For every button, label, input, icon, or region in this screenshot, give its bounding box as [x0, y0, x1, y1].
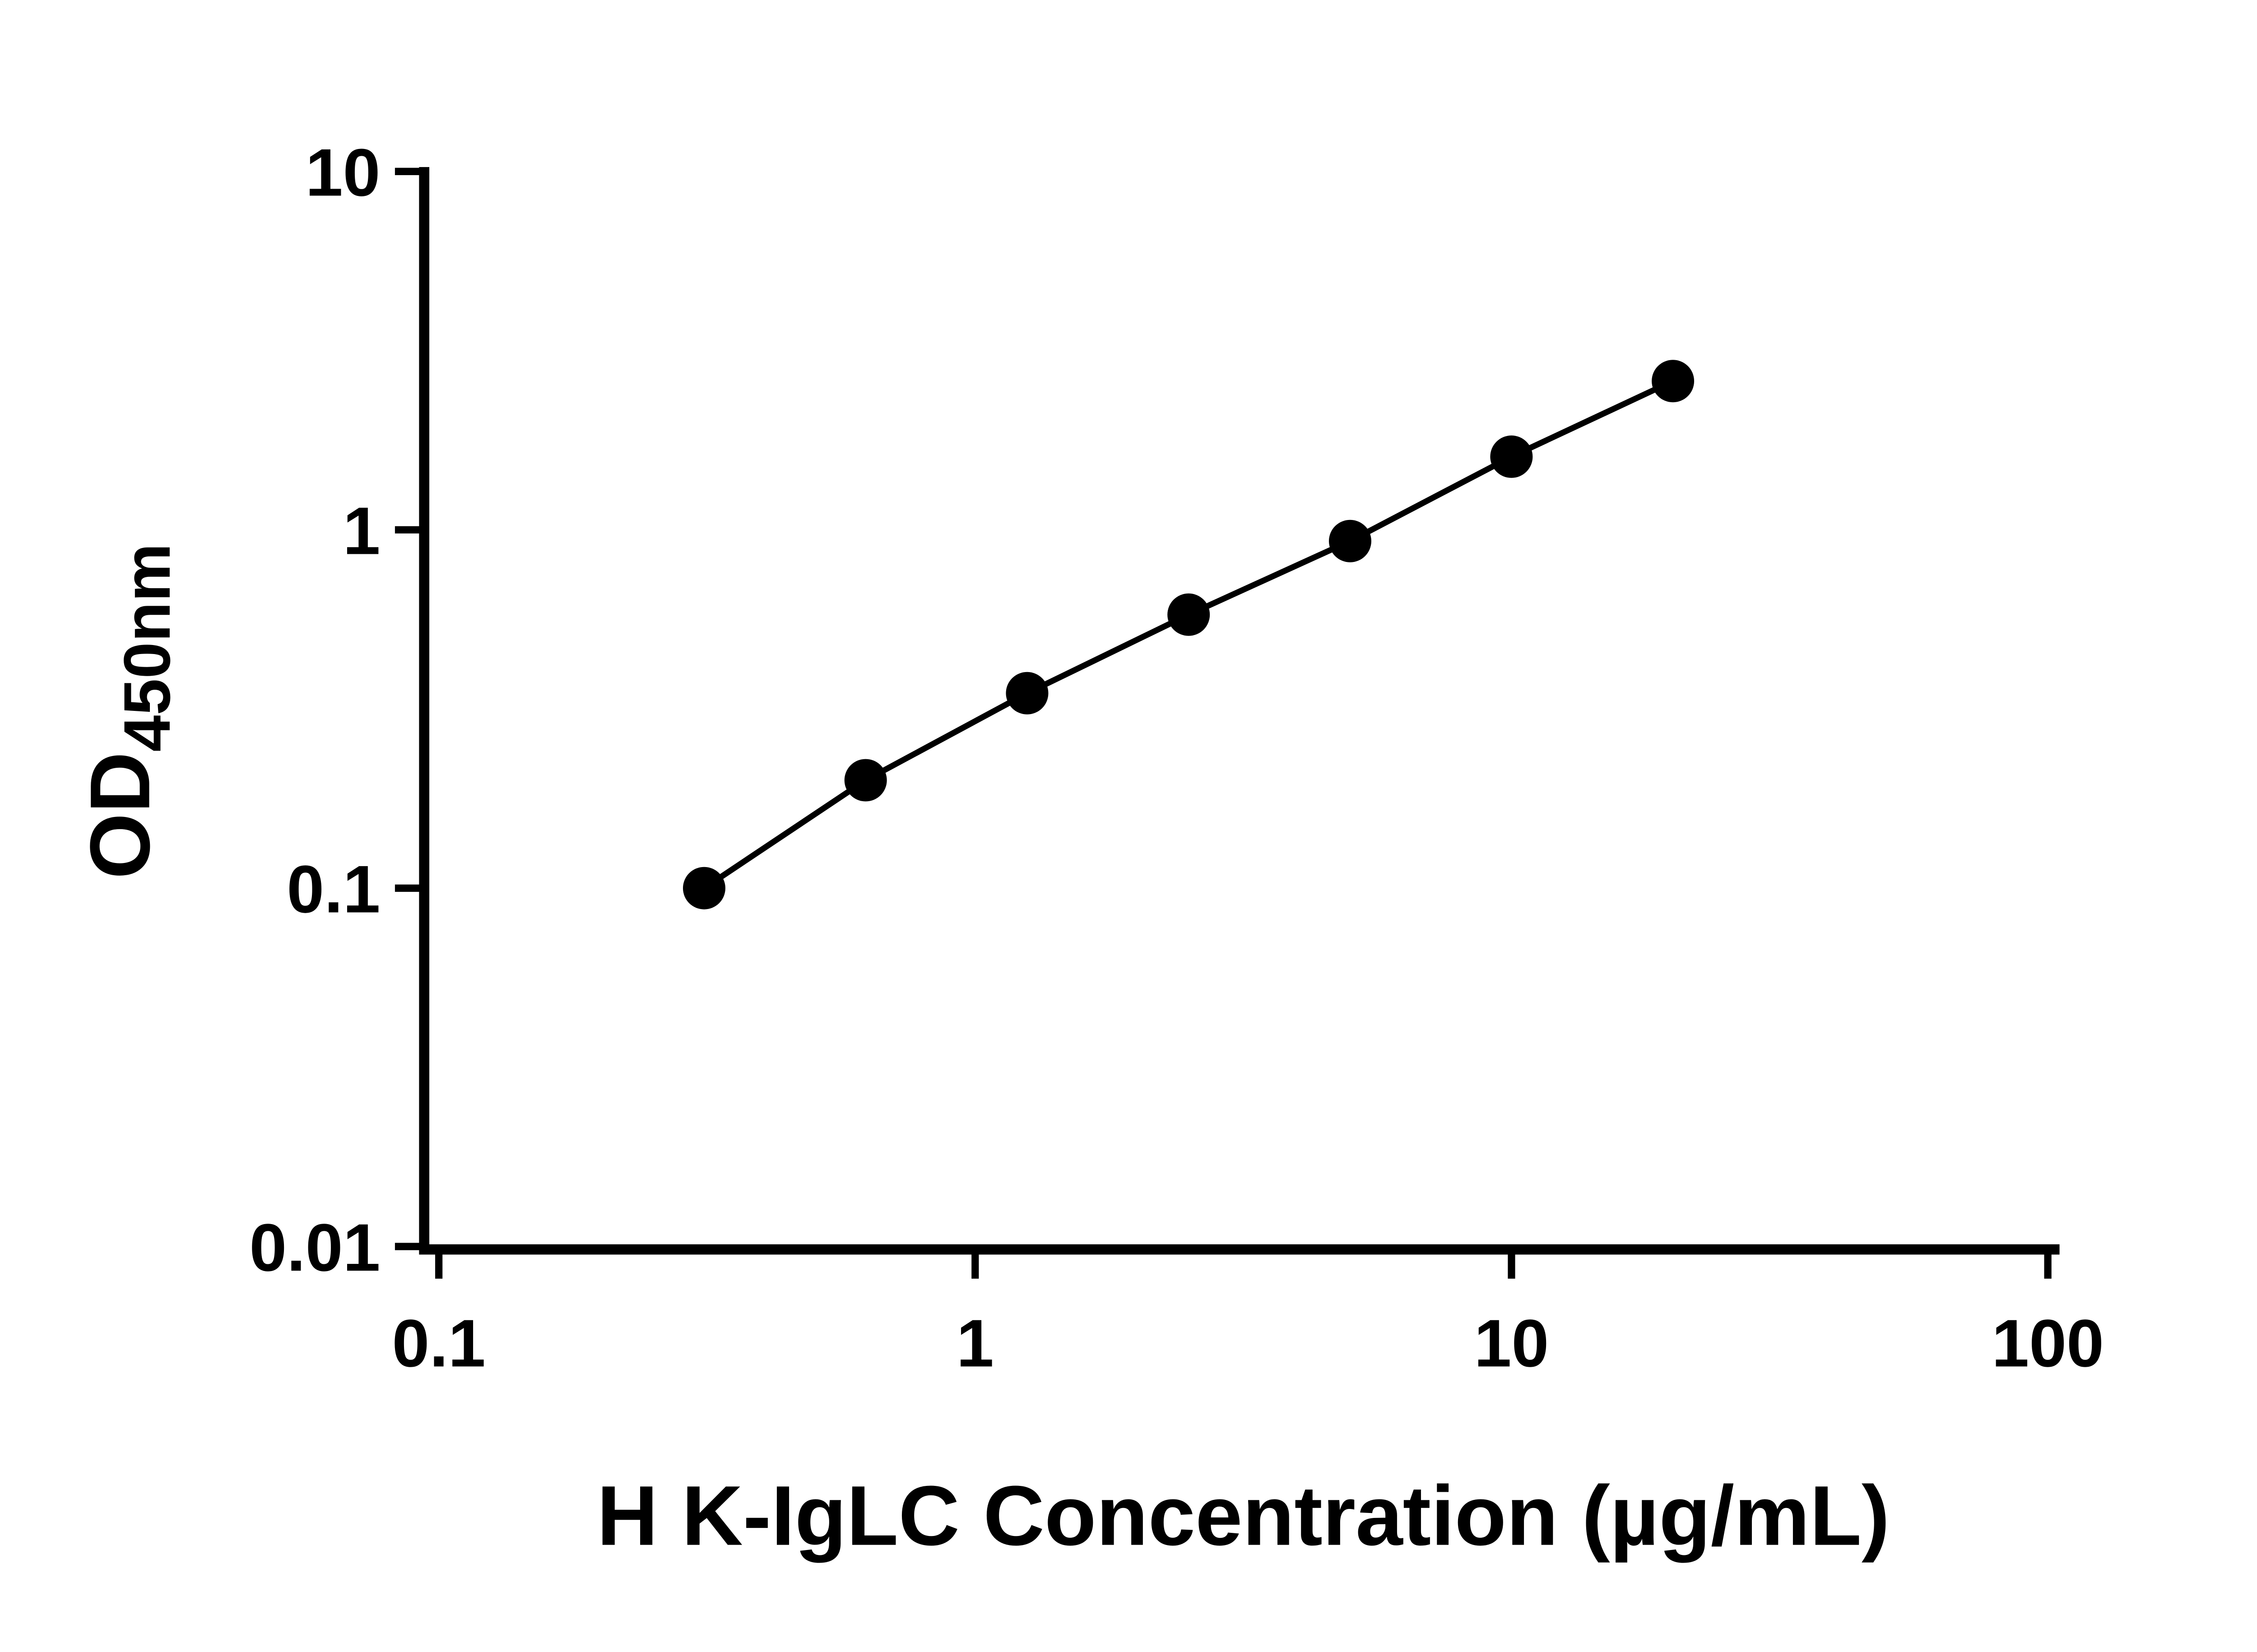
x-tick-label: 1 [957, 1305, 994, 1381]
y-axis-title-sub: 450nm [110, 543, 184, 752]
data-point-3 [1167, 593, 1210, 636]
y-axis-title-main: OD [73, 752, 167, 879]
x-tick-label: 10 [1474, 1305, 1549, 1381]
data-point-6 [1652, 360, 1695, 403]
data-point-2 [1006, 672, 1049, 715]
y-tick-label: 10 [306, 135, 381, 210]
data-point-1 [844, 759, 887, 802]
y-tick-label: 0.1 [287, 851, 380, 927]
axes-lines [419, 167, 2060, 1255]
x-tick-label: 0.1 [392, 1305, 486, 1381]
x-tick-label: 100 [1992, 1305, 2104, 1381]
y-tick-label: 0.01 [249, 1210, 380, 1285]
data-point-5 [1490, 435, 1533, 478]
x-axis-title: H K-IgLC Concentration (µg/mL) [597, 1468, 1890, 1563]
data-point-0 [683, 867, 725, 910]
y-axis-title: OD450nm [73, 543, 184, 879]
y-tick-label: 1 [343, 493, 381, 568]
data-point-4 [1328, 520, 1371, 562]
